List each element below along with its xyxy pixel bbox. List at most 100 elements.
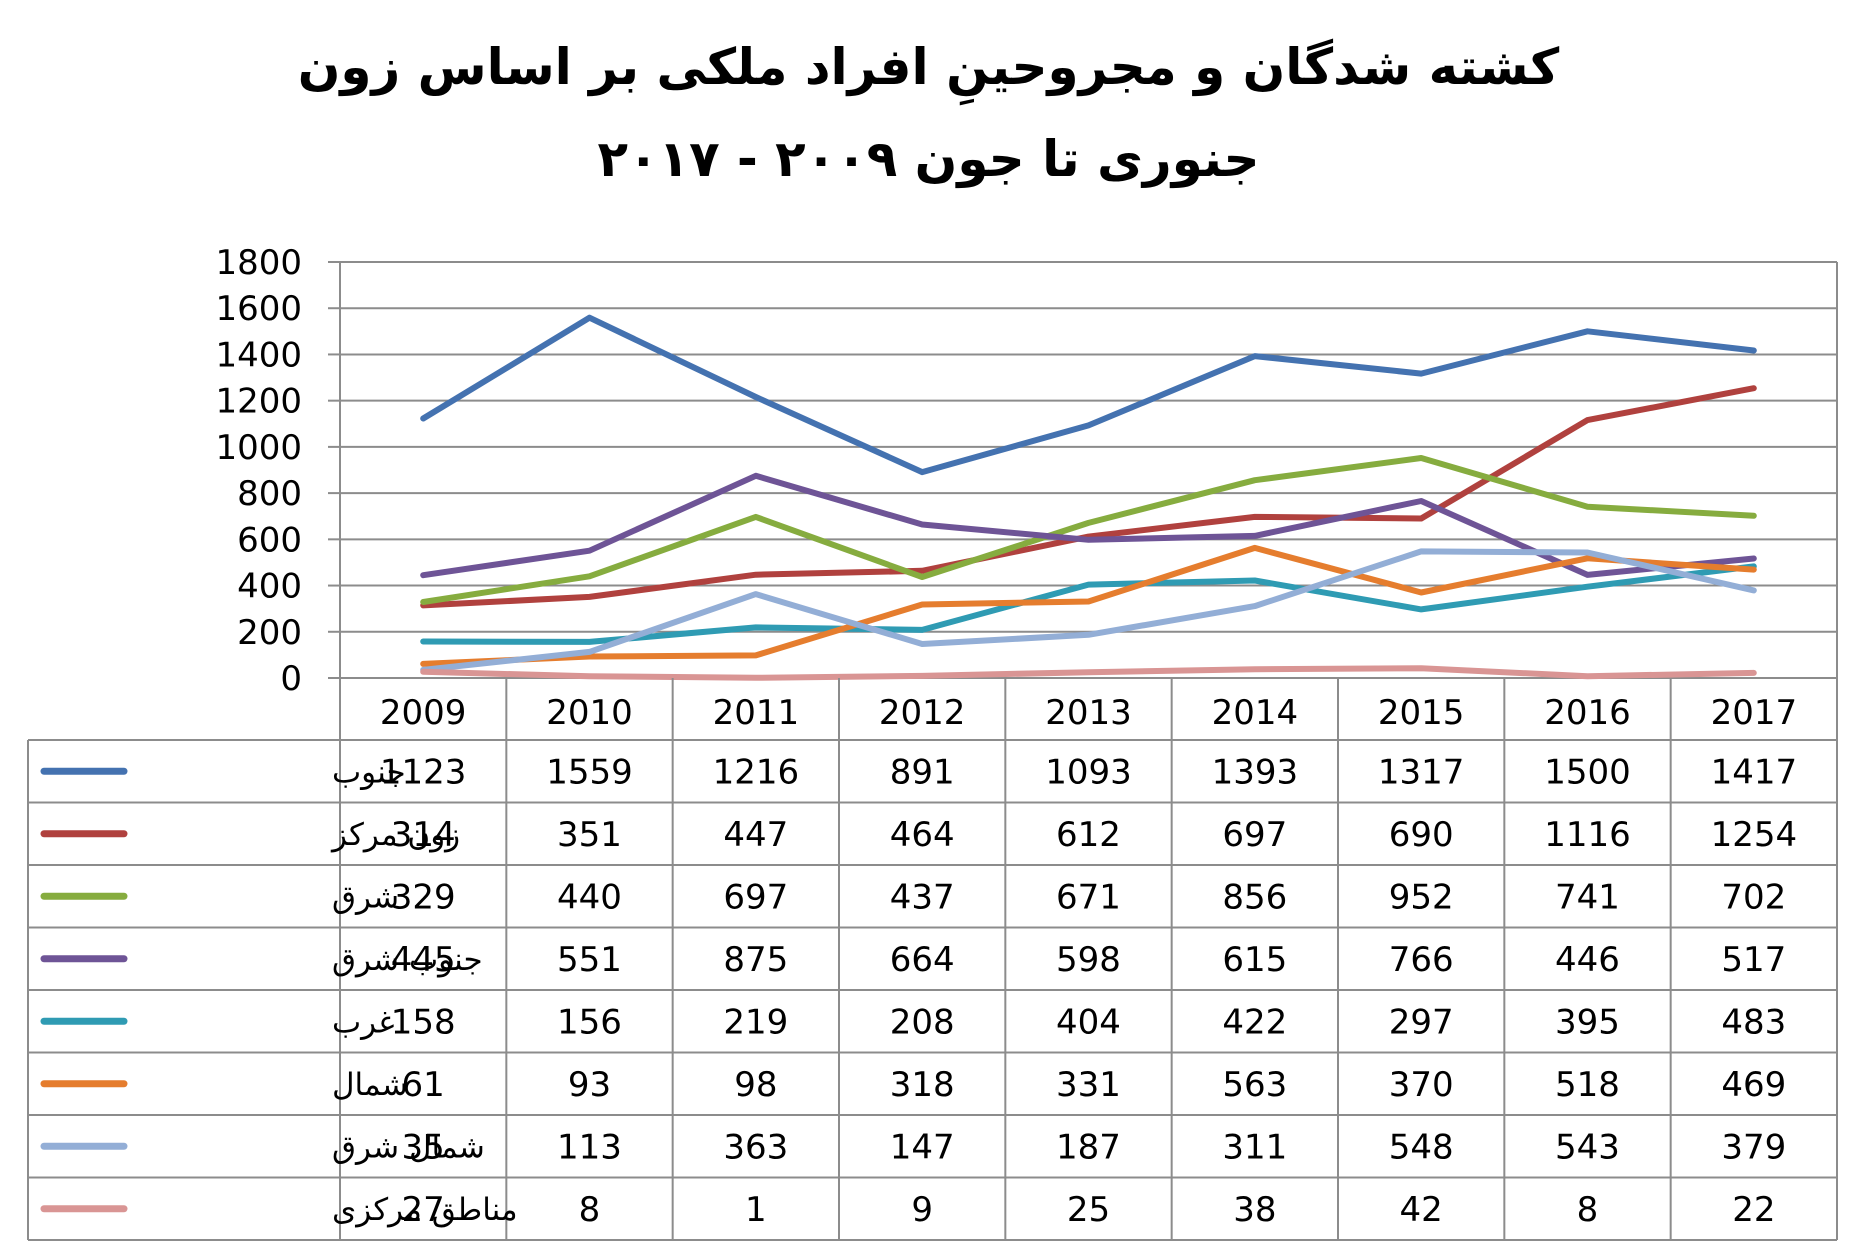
y-tick-label: 1600 [215, 289, 302, 329]
data-cell: 314 [391, 815, 456, 855]
data-cell: 697 [1222, 815, 1287, 855]
data-cell: 445 [391, 940, 456, 980]
y-tick-label: 400 [237, 567, 302, 607]
data-cell: 664 [890, 940, 955, 980]
data-cell: 563 [1222, 1065, 1287, 1105]
series-line-8 [420, 665, 1757, 681]
data-cell: 404 [1056, 1002, 1121, 1042]
data-cell: 702 [1721, 877, 1786, 917]
data-cell: 35 [402, 1127, 445, 1167]
data-cell: 318 [890, 1065, 955, 1105]
data-cell: 38 [1233, 1190, 1276, 1230]
data-cell: 1216 [713, 752, 800, 792]
data-cell: 1417 [1711, 752, 1798, 792]
data-cell: 766 [1389, 940, 1454, 980]
data-cell: 1254 [1711, 815, 1798, 855]
category-label: 2013 [1045, 693, 1132, 733]
y-tick-label: 0 [280, 659, 302, 699]
y-tick-label: 1400 [215, 335, 302, 375]
data-cell: 93 [568, 1065, 611, 1105]
y-tick-label: 800 [237, 474, 302, 514]
series-line-5 [420, 563, 1757, 645]
category-label: 2009 [380, 693, 467, 733]
y-tick-label: 600 [237, 520, 302, 560]
data-cell: 8 [1577, 1190, 1599, 1230]
gridlines [328, 261, 1838, 679]
legend-label: غرب [332, 1004, 395, 1040]
data-cell: 42 [1400, 1190, 1443, 1230]
data-cell: 446 [1555, 940, 1620, 980]
series-line-2 [420, 385, 1757, 609]
data-cell: 297 [1389, 1002, 1454, 1042]
data-cell: 395 [1555, 1002, 1620, 1042]
category-label: 2015 [1378, 693, 1465, 733]
data-cell: 612 [1056, 815, 1121, 855]
data-cell: 1500 [1544, 752, 1631, 792]
data-cell: 98 [734, 1065, 777, 1105]
data-cell: 370 [1389, 1065, 1454, 1105]
data-cell: 331 [1056, 1065, 1121, 1105]
chart-title-line1: کشته شدگان و مجروحینِ افراد ملکی بر اساس… [297, 38, 1560, 96]
legend-label: زون مرکز [330, 817, 460, 853]
data-cell: 363 [723, 1127, 788, 1167]
data-cell: 208 [890, 1002, 955, 1042]
data-cell: 147 [890, 1127, 955, 1167]
data-cell: 440 [557, 877, 622, 917]
legend-label: جنوب شرق [332, 942, 483, 978]
data-cell: 1116 [1544, 815, 1631, 855]
data-table: 2009 2010 2011 2012 2013 2014 2015 2016 2017 جنوب… [27, 678, 1838, 1241]
data-cell: 671 [1056, 877, 1121, 917]
data-cell: 1123 [380, 752, 467, 792]
data-cell: 329 [391, 877, 456, 917]
data-cell: 1559 [546, 752, 633, 792]
data-cell: 551 [557, 940, 622, 980]
data-cell: 447 [723, 815, 788, 855]
data-cell: 469 [1721, 1065, 1786, 1105]
y-tick-label: 1800 [215, 243, 302, 283]
category-label: 2014 [1212, 693, 1299, 733]
chart-title-line2: جنوری تا جون ۲۰۰۹ - ۲۰۱۷ [597, 130, 1260, 188]
data-cell: 483 [1721, 1002, 1786, 1042]
category-label: 2010 [546, 693, 633, 733]
data-cell: 219 [723, 1002, 788, 1042]
data-cell: 351 [557, 815, 622, 855]
series-line-1 [420, 314, 1757, 476]
data-cell: 875 [723, 940, 788, 980]
y-tick-label: 200 [237, 613, 302, 653]
data-cell: 1317 [1378, 752, 1465, 792]
data-cell: 158 [391, 1002, 456, 1042]
data-cell: 543 [1555, 1127, 1620, 1167]
category-label: 2012 [879, 693, 966, 733]
data-cell: 187 [1056, 1127, 1121, 1167]
series-line-7 [420, 548, 1757, 673]
data-cell: 518 [1555, 1065, 1620, 1105]
series-lines [420, 314, 1757, 681]
y-tick-label: 1000 [215, 428, 302, 468]
data-cell: 27 [402, 1190, 445, 1230]
data-cell: 690 [1389, 815, 1454, 855]
data-cell: 741 [1555, 877, 1620, 917]
data-cell: 22 [1732, 1190, 1775, 1230]
data-cell: 697 [723, 877, 788, 917]
data-cell: 598 [1056, 940, 1121, 980]
data-cell: 25 [1067, 1190, 1110, 1230]
y-axis-ticks: 0 200 400 600 800 1000 1200 1400 1600 1800 [215, 243, 302, 699]
data-cell: 548 [1389, 1127, 1454, 1167]
category-label: 2016 [1544, 693, 1631, 733]
category-label: 2017 [1711, 693, 1798, 733]
data-cell: 1393 [1212, 752, 1299, 792]
data-cell: 952 [1389, 877, 1454, 917]
data-cell: 113 [557, 1127, 622, 1167]
data-cell: 1093 [1045, 752, 1132, 792]
series-line-3 [420, 455, 1757, 605]
category-label: 2011 [713, 693, 800, 733]
legend-label: شمال شرق [332, 1129, 485, 1165]
data-cell: 8 [579, 1190, 601, 1230]
data-cell: 311 [1222, 1127, 1287, 1167]
data-cell: 156 [557, 1002, 622, 1042]
data-cell: 422 [1222, 1002, 1287, 1042]
data-cell: 379 [1721, 1127, 1786, 1167]
data-cell: 1 [745, 1190, 767, 1230]
data-cell: 891 [890, 752, 955, 792]
